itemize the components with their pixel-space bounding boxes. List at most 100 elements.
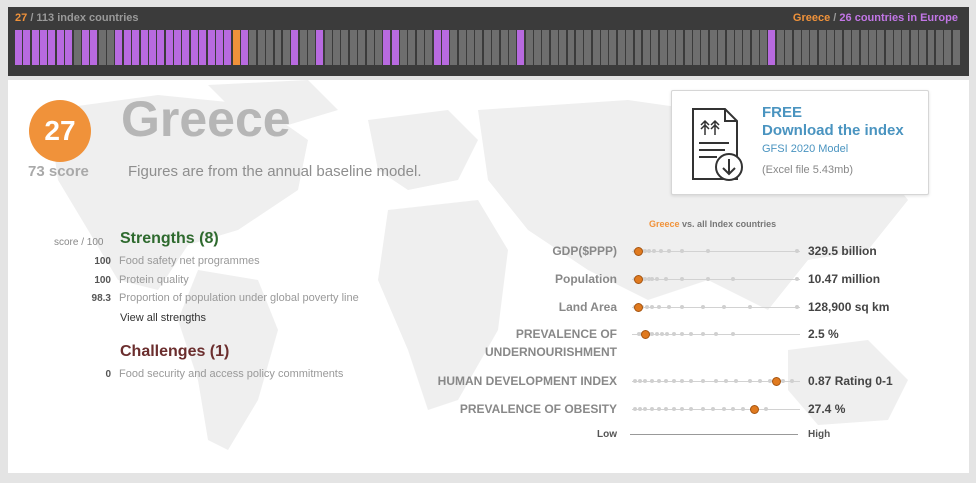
country-rank-bar[interactable] <box>684 30 692 65</box>
country-rank-bar[interactable] <box>944 30 952 65</box>
country-rank-bar[interactable] <box>483 30 491 65</box>
country-rank-bar[interactable] <box>408 30 416 65</box>
country-rank-bar[interactable] <box>592 30 600 65</box>
country-rank-bar[interactable] <box>701 30 709 65</box>
country-rank-bar[interactable] <box>207 30 215 65</box>
country-rank-bar[interactable] <box>852 30 860 65</box>
country-rank-bar[interactable] <box>107 30 115 65</box>
country-rank-bar[interactable] <box>475 30 483 65</box>
country-rank-bar[interactable] <box>885 30 893 65</box>
country-rank-bar[interactable] <box>56 30 64 65</box>
country-marker[interactable] <box>634 303 644 312</box>
country-rank-bar[interactable] <box>894 30 901 65</box>
country-rank-bar[interactable] <box>642 30 650 65</box>
country-rank-bar[interactable] <box>132 30 140 65</box>
country-rank-bar[interactable] <box>341 30 349 65</box>
country-rank-bar[interactable] <box>257 30 265 65</box>
country-rank-bar[interactable] <box>266 30 274 65</box>
country-rank-bar[interactable] <box>919 30 927 65</box>
country-rank-bar[interactable] <box>358 30 366 65</box>
country-rank-bar[interactable] <box>927 30 935 65</box>
country-rank-bar[interactable] <box>391 30 399 65</box>
country-marker[interactable] <box>771 377 781 386</box>
country-rank-bar[interactable] <box>148 30 156 65</box>
country-rank-bar[interactable] <box>734 30 742 65</box>
country-rank-bar[interactable] <box>115 30 123 65</box>
download-free-label[interactable]: FREE <box>762 104 803 121</box>
country-rank-bar[interactable] <box>760 30 768 65</box>
country-rank-bar[interactable] <box>308 30 315 65</box>
country-rank-bar[interactable] <box>174 30 182 65</box>
country-marker[interactable] <box>634 247 644 256</box>
country-rank-bar[interactable] <box>90 30 98 65</box>
country-rank-bar[interactable] <box>550 30 558 65</box>
country-rank-bar[interactable] <box>425 30 433 65</box>
country-rank-bar[interactable] <box>458 30 466 65</box>
country-rank-bar[interactable] <box>818 30 826 65</box>
country-rank-bar[interactable] <box>835 30 843 65</box>
country-rank-bar[interactable] <box>575 30 583 65</box>
country-rank-bar[interactable] <box>374 30 382 65</box>
country-rank-bar[interactable] <box>366 30 374 65</box>
country-rank-bar[interactable] <box>751 30 759 65</box>
country-rank-bar[interactable] <box>634 30 642 65</box>
country-rank-bar[interactable] <box>232 30 240 65</box>
country-rank-bar[interactable] <box>517 30 525 65</box>
country-rank-bar[interactable] <box>801 30 809 65</box>
country-rank-bar[interactable] <box>743 30 751 65</box>
download-index-link[interactable]: Download the index <box>762 122 904 139</box>
view-all-strengths-link[interactable]: View all strengths <box>120 312 207 324</box>
country-rank-bar[interactable] <box>492 30 500 65</box>
country-rank-bar[interactable] <box>659 30 667 65</box>
country-rank-bar[interactable] <box>626 30 634 65</box>
country-rank-bar[interactable] <box>508 30 516 65</box>
country-rank-bar[interactable] <box>182 30 190 65</box>
country-rank-bar[interactable] <box>324 30 332 65</box>
country-rank-bar[interactable] <box>726 30 734 65</box>
country-rank-bar[interactable] <box>48 30 56 65</box>
country-rank-bar[interactable] <box>559 30 567 65</box>
country-rank-bar[interactable] <box>140 30 148 65</box>
country-rank-bar[interactable] <box>525 30 533 65</box>
country-rank-bar[interactable] <box>274 30 282 65</box>
country-rank-bar[interactable] <box>667 30 675 65</box>
country-rank-bar[interactable] <box>40 30 48 65</box>
country-rank-bar[interactable] <box>617 30 625 65</box>
country-rank-bar[interactable] <box>383 30 391 65</box>
country-rank-bar[interactable] <box>860 30 868 65</box>
country-rank-bar[interactable] <box>534 30 541 65</box>
country-rank-bar[interactable] <box>952 30 960 65</box>
country-rank-bar[interactable] <box>15 30 22 65</box>
country-rank-bar[interactable] <box>810 30 818 65</box>
country-rank-bar[interactable] <box>316 30 324 65</box>
country-rank-bar[interactable] <box>73 30 81 65</box>
country-rank-bar[interactable] <box>902 30 910 65</box>
country-rank-bar[interactable] <box>868 30 876 65</box>
country-rank-bar[interactable] <box>441 30 449 65</box>
country-rank-bar[interactable] <box>910 30 918 65</box>
country-rank-bar[interactable] <box>877 30 885 65</box>
country-rank-bar[interactable] <box>23 30 31 65</box>
country-rank-bar[interactable] <box>65 30 73 65</box>
download-index-box[interactable]: FREE Download the index GFSI 2020 Model … <box>671 90 929 195</box>
country-rank-bar[interactable] <box>450 30 458 65</box>
country-rank-bar[interactable] <box>542 30 550 65</box>
country-marker[interactable] <box>640 330 650 339</box>
country-rank-bar[interactable] <box>433 30 441 65</box>
country-rank-bar[interactable] <box>785 30 793 65</box>
country-rank-bar[interactable] <box>467 30 475 65</box>
country-rank-bar[interactable] <box>349 30 357 65</box>
country-marker[interactable] <box>634 275 644 284</box>
country-rank-bar[interactable] <box>81 30 89 65</box>
country-rank-bar[interactable] <box>165 30 173 65</box>
country-rank-bar[interactable] <box>651 30 659 65</box>
country-rank-bar[interactable] <box>241 30 248 65</box>
country-rank-bar[interactable] <box>400 30 408 65</box>
country-rank-bar[interactable] <box>827 30 835 65</box>
country-rank-bar[interactable] <box>935 30 943 65</box>
country-rank-bar[interactable] <box>416 30 424 65</box>
country-rank-bar[interactable] <box>190 30 198 65</box>
country-rank-bar[interactable] <box>793 30 801 65</box>
country-rank-bar[interactable] <box>584 30 592 65</box>
country-rank-bar[interactable] <box>843 30 851 65</box>
